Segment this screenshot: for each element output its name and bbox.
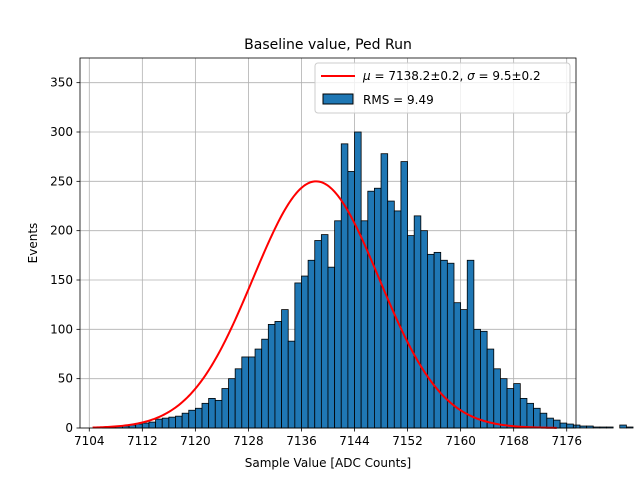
x-tick-label: 7112 [127, 434, 158, 448]
histogram-bar [181, 412, 190, 429]
histogram-bar [274, 321, 282, 429]
x-tick-label: 7144 [339, 434, 370, 448]
histogram-bar [572, 424, 581, 429]
histogram-bar [327, 266, 336, 429]
chart-title: Baseline value, Ped Run [244, 37, 412, 53]
gaussian-fit-curve [92, 180, 557, 429]
y-tick-label: 100 [50, 322, 73, 336]
histogram-bar [267, 323, 276, 429]
x-tick-label: 7104 [74, 434, 105, 448]
histogram-bar [626, 426, 634, 429]
histogram-bar [228, 378, 236, 429]
histogram-bar [188, 409, 196, 429]
plot-frame [79, 57, 577, 429]
histogram-bar [559, 422, 568, 429]
legend-fit-label: μ = 7138.2±0.2, σ = 9.5±0.2 [362, 69, 541, 83]
legend-hist-swatch [322, 93, 354, 105]
y-tick-label: 200 [50, 224, 73, 238]
x-axis-ticks: 7104 7112 7120 7128 7136 7144 7152 7160 7168 7176 [74, 428, 582, 448]
histogram-bar [261, 338, 269, 429]
x-tick-label: 7120 [180, 434, 211, 448]
histogram-bar [301, 275, 309, 429]
histogram-bar [413, 215, 422, 429]
histogram-bar [526, 402, 534, 429]
histogram-bar [141, 422, 150, 429]
histogram-bar [407, 235, 415, 429]
histogram-bar [427, 253, 435, 429]
y-tick-label: 250 [50, 174, 73, 188]
histogram-bar [466, 259, 475, 429]
histogram-bar [254, 348, 263, 429]
histogram-bar [493, 368, 501, 429]
histogram-bar [148, 421, 156, 429]
x-tick-label: 7160 [445, 434, 476, 448]
y-tick-label: 150 [50, 273, 73, 287]
histogram-bar [320, 234, 329, 429]
histogram-bar [287, 340, 296, 429]
histogram-bar [281, 309, 289, 429]
histogram-bar [340, 143, 349, 429]
histogram-bar [155, 418, 163, 429]
fit-curve-group [92, 180, 557, 429]
histogram-bar [201, 402, 210, 429]
y-axis-ticks: 0 50 100 150 200 250 300 350 [50, 76, 80, 435]
histogram-bar [619, 424, 627, 429]
histogram-bar [294, 282, 302, 429]
legend: μ = 7138.2±0.2, σ = 9.5±0.2 RMS = 9.49 [314, 62, 571, 114]
y-axis-label: Events [26, 223, 40, 264]
histogram-bar [367, 190, 375, 429]
histogram-bar [606, 426, 614, 429]
histogram-bar [234, 368, 243, 429]
histogram-bar [334, 220, 342, 429]
legend-box [314, 62, 571, 114]
histogram-bar [513, 383, 521, 429]
y-tick-label: 300 [50, 125, 73, 139]
histogram-bar [400, 161, 408, 429]
histogram-bar [440, 259, 448, 429]
histogram-bar [314, 240, 322, 429]
x-axis-label: Sample Value [ADC Counts] [245, 456, 411, 470]
histogram-bar [175, 415, 183, 429]
histogram-bar [387, 200, 395, 429]
y-tick-label: 350 [50, 76, 73, 90]
histogram-bar [592, 426, 601, 429]
histogram-bars [102, 131, 634, 429]
histogram-bar [354, 131, 362, 429]
histogram-bar [480, 330, 488, 429]
legend-hist-label: RMS = 9.49 [363, 93, 434, 107]
histogram-bar [214, 399, 223, 429]
histogram-bar [168, 416, 176, 429]
histogram-bar [420, 230, 428, 429]
x-tick-label: 7168 [498, 434, 529, 448]
histogram-bar [241, 356, 249, 429]
histogram-bar [433, 251, 442, 429]
histogram-bar [500, 378, 508, 429]
histogram-bar [539, 412, 548, 429]
histogram-bar [566, 423, 574, 429]
histogram-bar [506, 388, 515, 429]
histogram-bar [533, 407, 541, 429]
histogram-bar [221, 388, 229, 429]
histogram-bar [486, 348, 495, 429]
x-tick-label: 7136 [286, 434, 317, 448]
x-tick-label: 7176 [551, 434, 582, 448]
histogram-bar [248, 356, 256, 429]
x-tick-label: 7152 [392, 434, 423, 448]
histogram-bar [586, 425, 594, 429]
histogram-bar [473, 328, 481, 429]
histogram-bar [546, 417, 554, 429]
histogram-bar [599, 426, 607, 429]
y-tick-label: 50 [58, 372, 73, 386]
histogram-bar [194, 407, 203, 429]
histogram-bar [519, 397, 528, 429]
histogram-bar [161, 417, 170, 429]
y-tick-label: 0 [65, 421, 73, 435]
histogram-bar [208, 397, 216, 429]
histogram-bar [579, 425, 588, 429]
histogram-bar [347, 171, 355, 429]
histogram-bar [374, 187, 382, 429]
histogram-bar [307, 259, 316, 429]
x-tick-label: 7128 [233, 434, 264, 448]
